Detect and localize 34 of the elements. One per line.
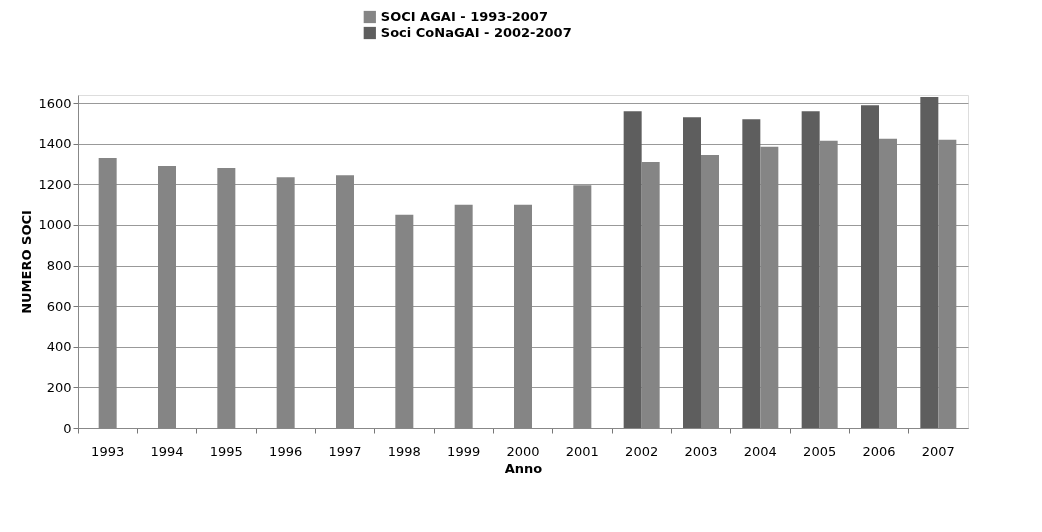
x-tick-label: 2002 <box>625 443 659 459</box>
y-tick-label: 1000 <box>38 217 72 233</box>
x-tick-label: 1995 <box>209 443 243 459</box>
x-tick-label: 2001 <box>565 443 599 459</box>
x-tick-label: 2000 <box>506 443 540 459</box>
y-axis-title: NUMERO SOCI <box>19 210 35 314</box>
y-tick-label: 1400 <box>38 136 72 152</box>
y-tick-label: 0 <box>63 420 72 436</box>
x-tick-label: 2006 <box>862 443 896 459</box>
y-tick-label: 1600 <box>38 95 72 111</box>
bar <box>920 97 939 428</box>
x-tick-label: 2007 <box>921 443 955 459</box>
x-tick-label: 1999 <box>447 443 481 459</box>
y-tick-label: 800 <box>46 258 72 274</box>
x-tick-label: 2003 <box>684 443 718 459</box>
bar <box>623 111 642 428</box>
x-tick-label: 1996 <box>269 443 303 459</box>
y-tick-label: 1200 <box>38 176 72 192</box>
bar <box>801 111 820 428</box>
x-tick-label: 1994 <box>150 443 184 459</box>
x-axis-title: Anno <box>504 460 543 476</box>
x-tick-label: 2004 <box>743 443 777 459</box>
x-tick-label: 1993 <box>91 443 125 459</box>
y-tick-label: 400 <box>46 339 72 355</box>
legend-label: SOCI AGAI - 1993-2007 <box>380 9 548 24</box>
x-tick-label: 2005 <box>803 443 837 459</box>
x-tick-label: 1998 <box>387 443 421 459</box>
y-tick-label: 200 <box>46 379 72 395</box>
bar <box>742 119 761 428</box>
bar <box>861 105 879 428</box>
x-tick-label: 1997 <box>328 443 362 459</box>
y-tick-label: 600 <box>46 298 72 314</box>
bar <box>683 117 701 428</box>
legend-label: Soci CoNaGAI - 2002-2007 <box>380 25 572 40</box>
